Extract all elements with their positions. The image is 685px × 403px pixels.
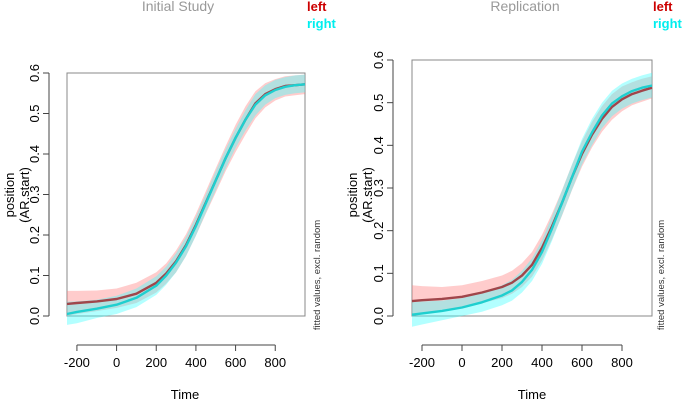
series-line-right [411, 84, 653, 316]
y-tick-label: 0.0 [371, 307, 386, 325]
y-tick-label: 0.6 [371, 51, 386, 69]
x-tick-label: 400 [185, 355, 207, 370]
y-tick-label: 0.6 [27, 64, 42, 82]
x-axis-title: Time [518, 387, 546, 402]
chart-title: Initial Study [142, 0, 214, 14]
series-line-left [66, 83, 306, 306]
panel-initial-study: Initial Study left right Time position (… [2, 0, 337, 402]
y-tick-label: 0.2 [371, 222, 386, 240]
chart-title: Replication [490, 0, 559, 14]
legend-right-label: right [307, 16, 337, 31]
x-tick-label: -200 [64, 355, 90, 370]
y-tick-label: 0.2 [27, 226, 42, 244]
y-axis-title-line2: (AR.start) [17, 167, 32, 223]
x-axis-title: Time [171, 387, 199, 402]
legend-right-label: right [653, 16, 683, 31]
y-tick-label: 0.3 [371, 179, 386, 197]
y-ticks: 0.0 0.1 0.2 0.3 0.4 0.5 0.6 [371, 51, 394, 325]
y-axis-title-line1: position [2, 173, 17, 218]
side-note: fitted values, excl. random [656, 220, 667, 330]
y-tick-label: 0.5 [27, 104, 42, 122]
legend-left-label: left [307, 0, 327, 14]
x-tick-label: 800 [611, 355, 633, 370]
y-tick-label: 0.4 [27, 145, 42, 163]
side-note: fitted values, excl. random [312, 220, 323, 330]
x-tick-label: 800 [264, 355, 286, 370]
x-tick-label: 0 [113, 355, 120, 370]
x-ticks: -200 0 200 400 600 800 [64, 344, 286, 370]
panel-replication: Replication left right Time position (AR… [345, 0, 683, 402]
y-ticks: 0.0 0.1 0.2 0.3 0.4 0.5 0.6 [27, 64, 50, 325]
plot-frame [411, 59, 653, 317]
x-tick-label: 0 [458, 355, 465, 370]
x-tick-label: -200 [409, 355, 435, 370]
y-tick-label: 0.4 [371, 136, 386, 154]
legend-left-label: left [653, 0, 673, 14]
plot-area [411, 59, 653, 327]
confidence-band-right [67, 74, 305, 325]
x-tick-label: 200 [491, 355, 513, 370]
x-tick-label: 200 [145, 355, 167, 370]
plot-area [66, 72, 306, 325]
y-axis-title-line1: position [345, 173, 360, 218]
y-tick-label: 0.3 [27, 185, 42, 203]
y-tick-label: 0.1 [371, 264, 386, 282]
x-ticks: -200 0 200 400 600 800 [409, 344, 633, 370]
y-tick-label: 0.5 [371, 94, 386, 112]
y-tick-label: 0.0 [27, 307, 42, 325]
plot-frame [66, 72, 306, 317]
x-tick-label: 600 [225, 355, 247, 370]
x-tick-label: 400 [531, 355, 553, 370]
x-tick-label: 600 [571, 355, 593, 370]
y-axis-title-line2: (AR.start) [360, 167, 375, 223]
series-line-right [66, 83, 306, 316]
y-tick-label: 0.1 [27, 266, 42, 284]
confidence-band-left [67, 74, 305, 316]
